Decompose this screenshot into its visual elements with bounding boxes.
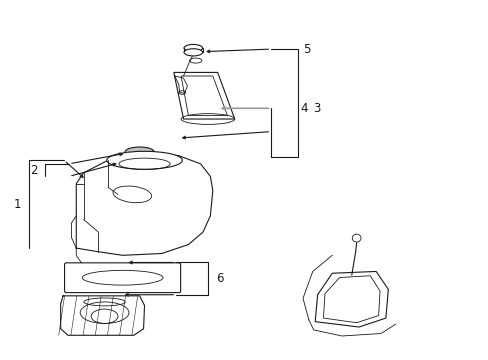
Text: 4: 4 [300, 102, 307, 115]
Text: 2: 2 [30, 164, 38, 177]
Ellipse shape [106, 151, 182, 169]
Text: 3: 3 [312, 102, 320, 115]
Ellipse shape [183, 49, 202, 56]
Ellipse shape [80, 302, 129, 323]
Text: 6: 6 [216, 272, 224, 285]
Text: 1: 1 [14, 198, 21, 211]
Ellipse shape [183, 44, 202, 51]
Ellipse shape [125, 147, 154, 157]
FancyBboxPatch shape [64, 263, 180, 293]
Text: 5: 5 [302, 42, 309, 55]
